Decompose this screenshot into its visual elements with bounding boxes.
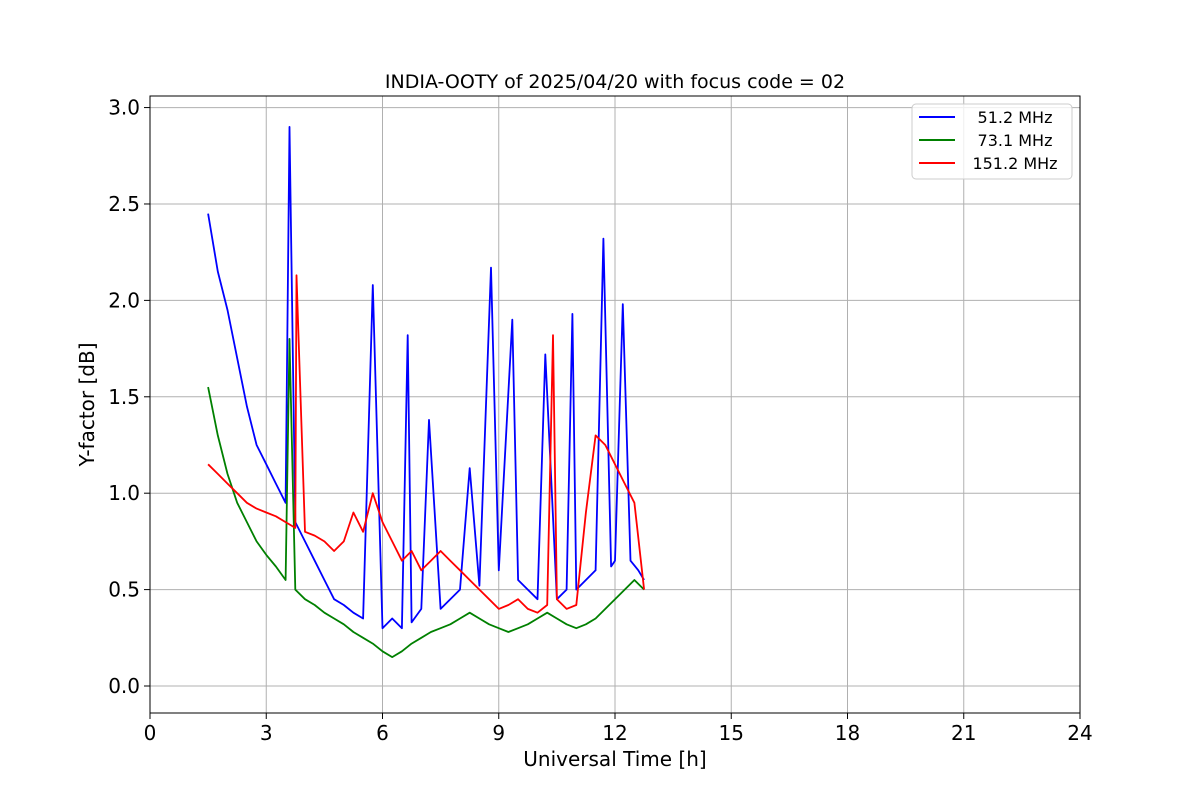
x-tick-label: 15 bbox=[719, 721, 744, 745]
legend-label-2: 151.2 MHz bbox=[972, 154, 1057, 173]
series-layer bbox=[207, 126, 645, 658]
x-tick-label: 21 bbox=[951, 721, 976, 745]
y-axis-label: Y-factor [dB] bbox=[75, 342, 99, 467]
x-tick-label: 3 bbox=[260, 721, 273, 745]
x-tick-label: 12 bbox=[602, 721, 627, 745]
y-axis-ticks: 0.0 0.5 1.0 1.5 2.0 2.5 3.0 bbox=[108, 96, 150, 698]
x-axis-ticks: 0 3 6 9 12 15 18 21 24 bbox=[144, 713, 1093, 745]
series-line-2 bbox=[207, 274, 645, 614]
series-2 bbox=[207, 274, 645, 614]
x-tick-label: 6 bbox=[376, 721, 389, 745]
y-tick-label: 0.5 bbox=[108, 578, 140, 602]
x-axis-label: Universal Time [h] bbox=[523, 747, 706, 771]
x-tick-label: 0 bbox=[144, 721, 157, 745]
legend: 51.2 MHz 73.1 MHz 151.2 MHz bbox=[911, 103, 1073, 180]
y-tick-label: 1.0 bbox=[108, 481, 140, 505]
legend-box bbox=[911, 103, 1073, 180]
series-0 bbox=[207, 126, 645, 630]
y-tick-label: 1.5 bbox=[108, 385, 140, 409]
series-line-1 bbox=[207, 337, 645, 658]
chart-title: INDIA-OOTY of 2025/04/20 with focus code… bbox=[385, 71, 845, 93]
y-tick-label: 2.5 bbox=[108, 192, 140, 216]
grid-lines bbox=[149, 96, 1081, 713]
series-1 bbox=[207, 337, 645, 658]
y-tick-label: 3.0 bbox=[108, 96, 140, 120]
y-tick-label: 2.0 bbox=[108, 288, 140, 312]
series-line-0 bbox=[207, 126, 645, 630]
x-tick-label: 18 bbox=[835, 721, 860, 745]
x-tick-label: 9 bbox=[492, 721, 505, 745]
x-tick-label: 24 bbox=[1067, 721, 1092, 745]
legend-label-1: 73.1 MHz bbox=[978, 131, 1053, 150]
y-tick-label: 0.0 bbox=[108, 674, 140, 698]
legend-label-0: 51.2 MHz bbox=[978, 108, 1053, 127]
